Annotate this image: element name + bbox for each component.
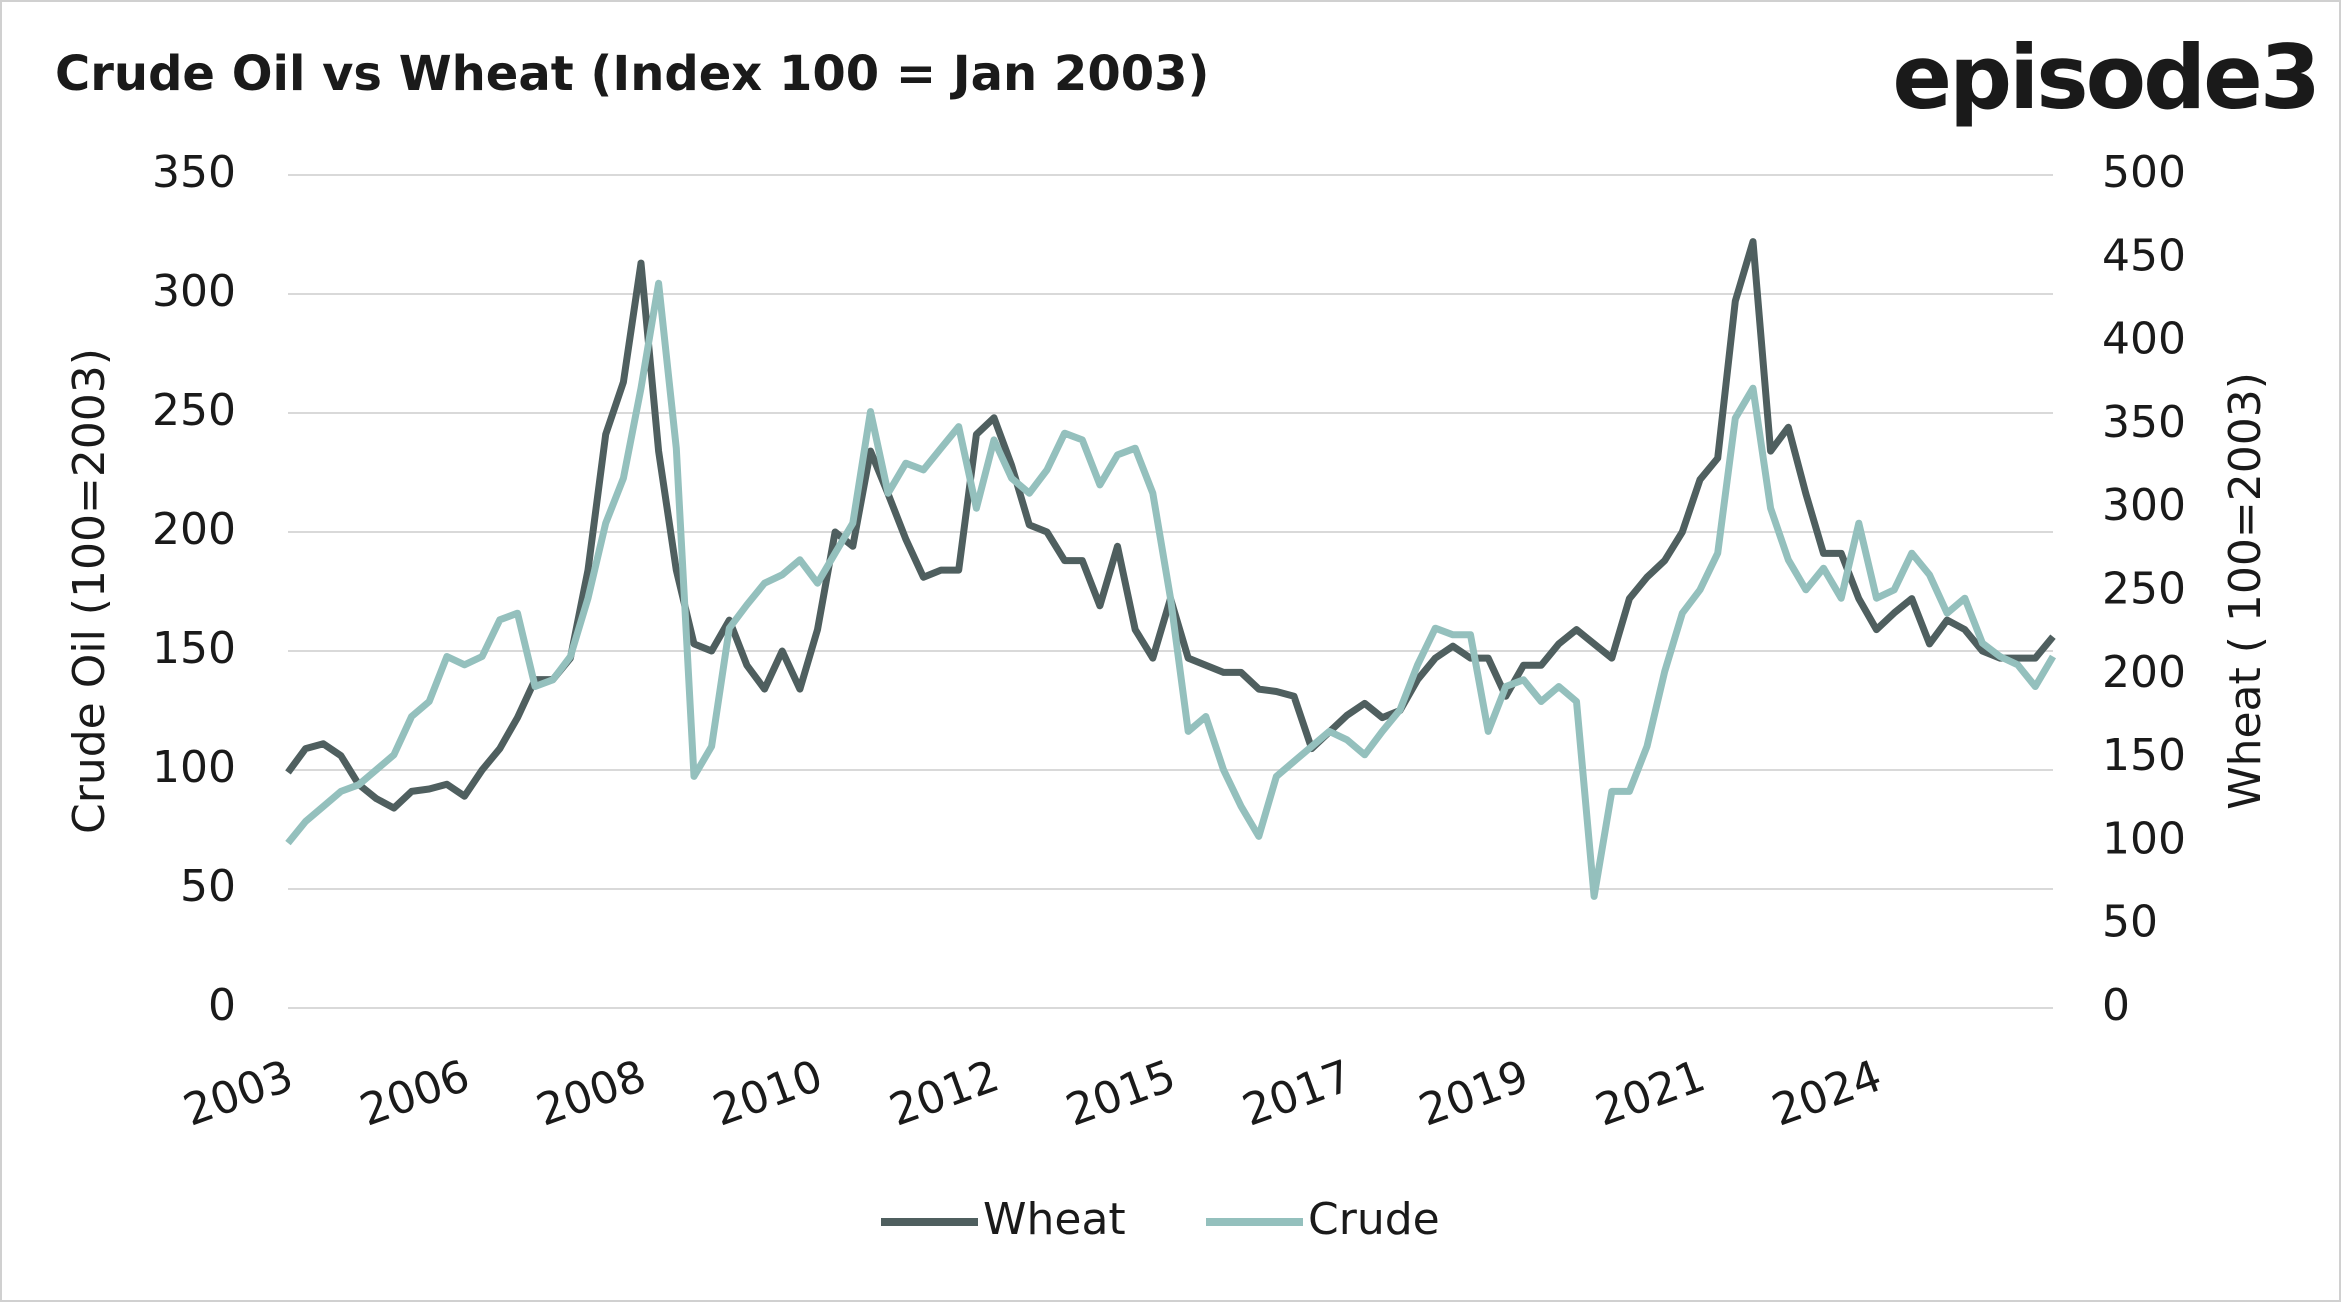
y-tick-label: 300 — [152, 266, 236, 317]
y2-tick-label: 350 — [2102, 397, 2186, 448]
y2-tick-label: 150 — [2102, 730, 2186, 781]
line-series — [285, 279, 2057, 900]
y2-tick-label: 300 — [2102, 480, 2186, 531]
y2-tick-label: 250 — [2102, 564, 2186, 615]
y2-tick-label: 50 — [2102, 897, 2158, 948]
y2-tick-label: 500 — [2102, 147, 2186, 198]
y2-tick-label: 0 — [2102, 980, 2130, 1031]
y2-axis-title: Wheat ( 100=2003) — [2220, 372, 2271, 810]
y2-tick-label: 100 — [2102, 813, 2186, 864]
y-tick-label: 50 — [180, 861, 236, 912]
y2-tick-label: 450 — [2102, 230, 2186, 281]
legend-label: Crude — [1308, 1194, 1440, 1245]
y-tick-label: 100 — [152, 742, 236, 793]
y-tick-label: 350 — [152, 147, 236, 198]
y2-tick-label: 400 — [2102, 314, 2186, 365]
y-tick-label: 250 — [152, 385, 236, 436]
y-axis-title: Crude Oil (100=2003) — [64, 348, 115, 834]
y-tick-label: 150 — [152, 623, 236, 674]
y-tick-label: 200 — [152, 504, 236, 555]
y2-tick-label: 200 — [2102, 647, 2186, 698]
brand-logo: episode3 — [1892, 26, 2318, 129]
legend-label: Wheat — [983, 1194, 1126, 1245]
y-tick-label: 0 — [208, 980, 236, 1031]
chart-title: Crude Oil vs Wheat (Index 100 = Jan 2003… — [55, 46, 1209, 102]
